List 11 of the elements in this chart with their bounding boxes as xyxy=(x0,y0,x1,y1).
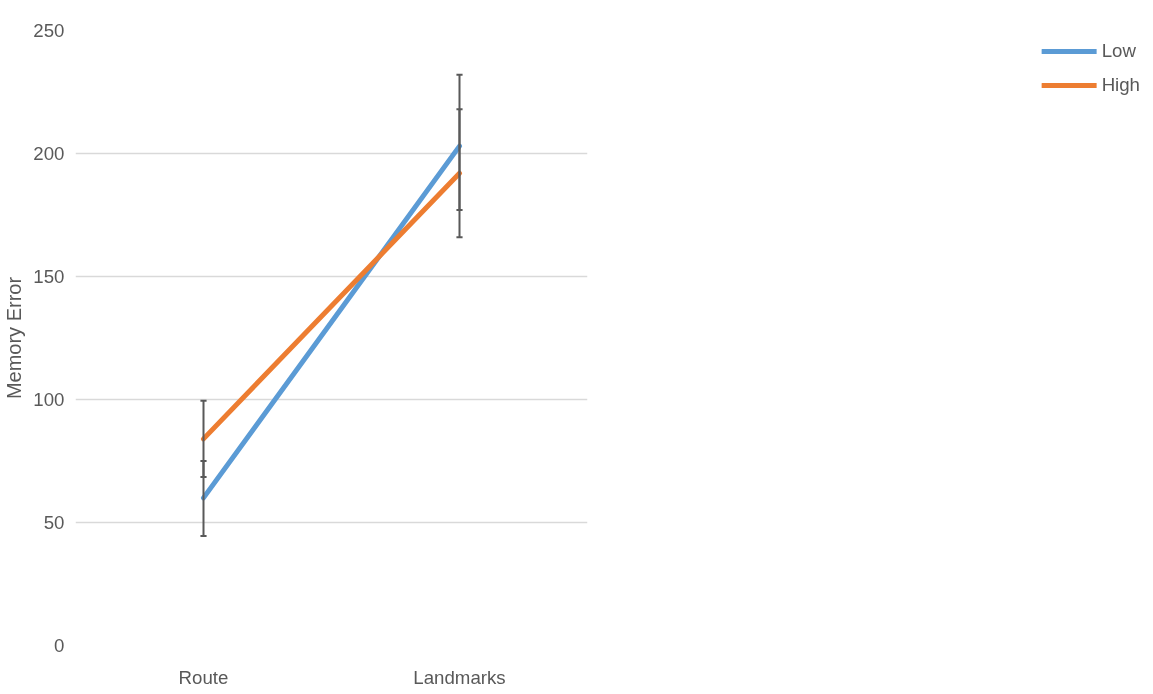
x-tick-label: Landmarks xyxy=(413,666,506,688)
y-tick-label: 250 xyxy=(33,20,65,41)
y-axis-title: Memory Error xyxy=(3,276,26,400)
x-tick-label: Route xyxy=(178,666,229,688)
legend-label: High xyxy=(1101,74,1140,96)
y-tick-label: 50 xyxy=(43,512,65,533)
y-tick-label: 200 xyxy=(33,143,65,164)
legend-label: Low xyxy=(1101,40,1136,62)
y-tick-label: 0 xyxy=(54,635,65,656)
y-tick-label: 150 xyxy=(33,266,65,287)
y-tick-label: 100 xyxy=(33,389,65,410)
